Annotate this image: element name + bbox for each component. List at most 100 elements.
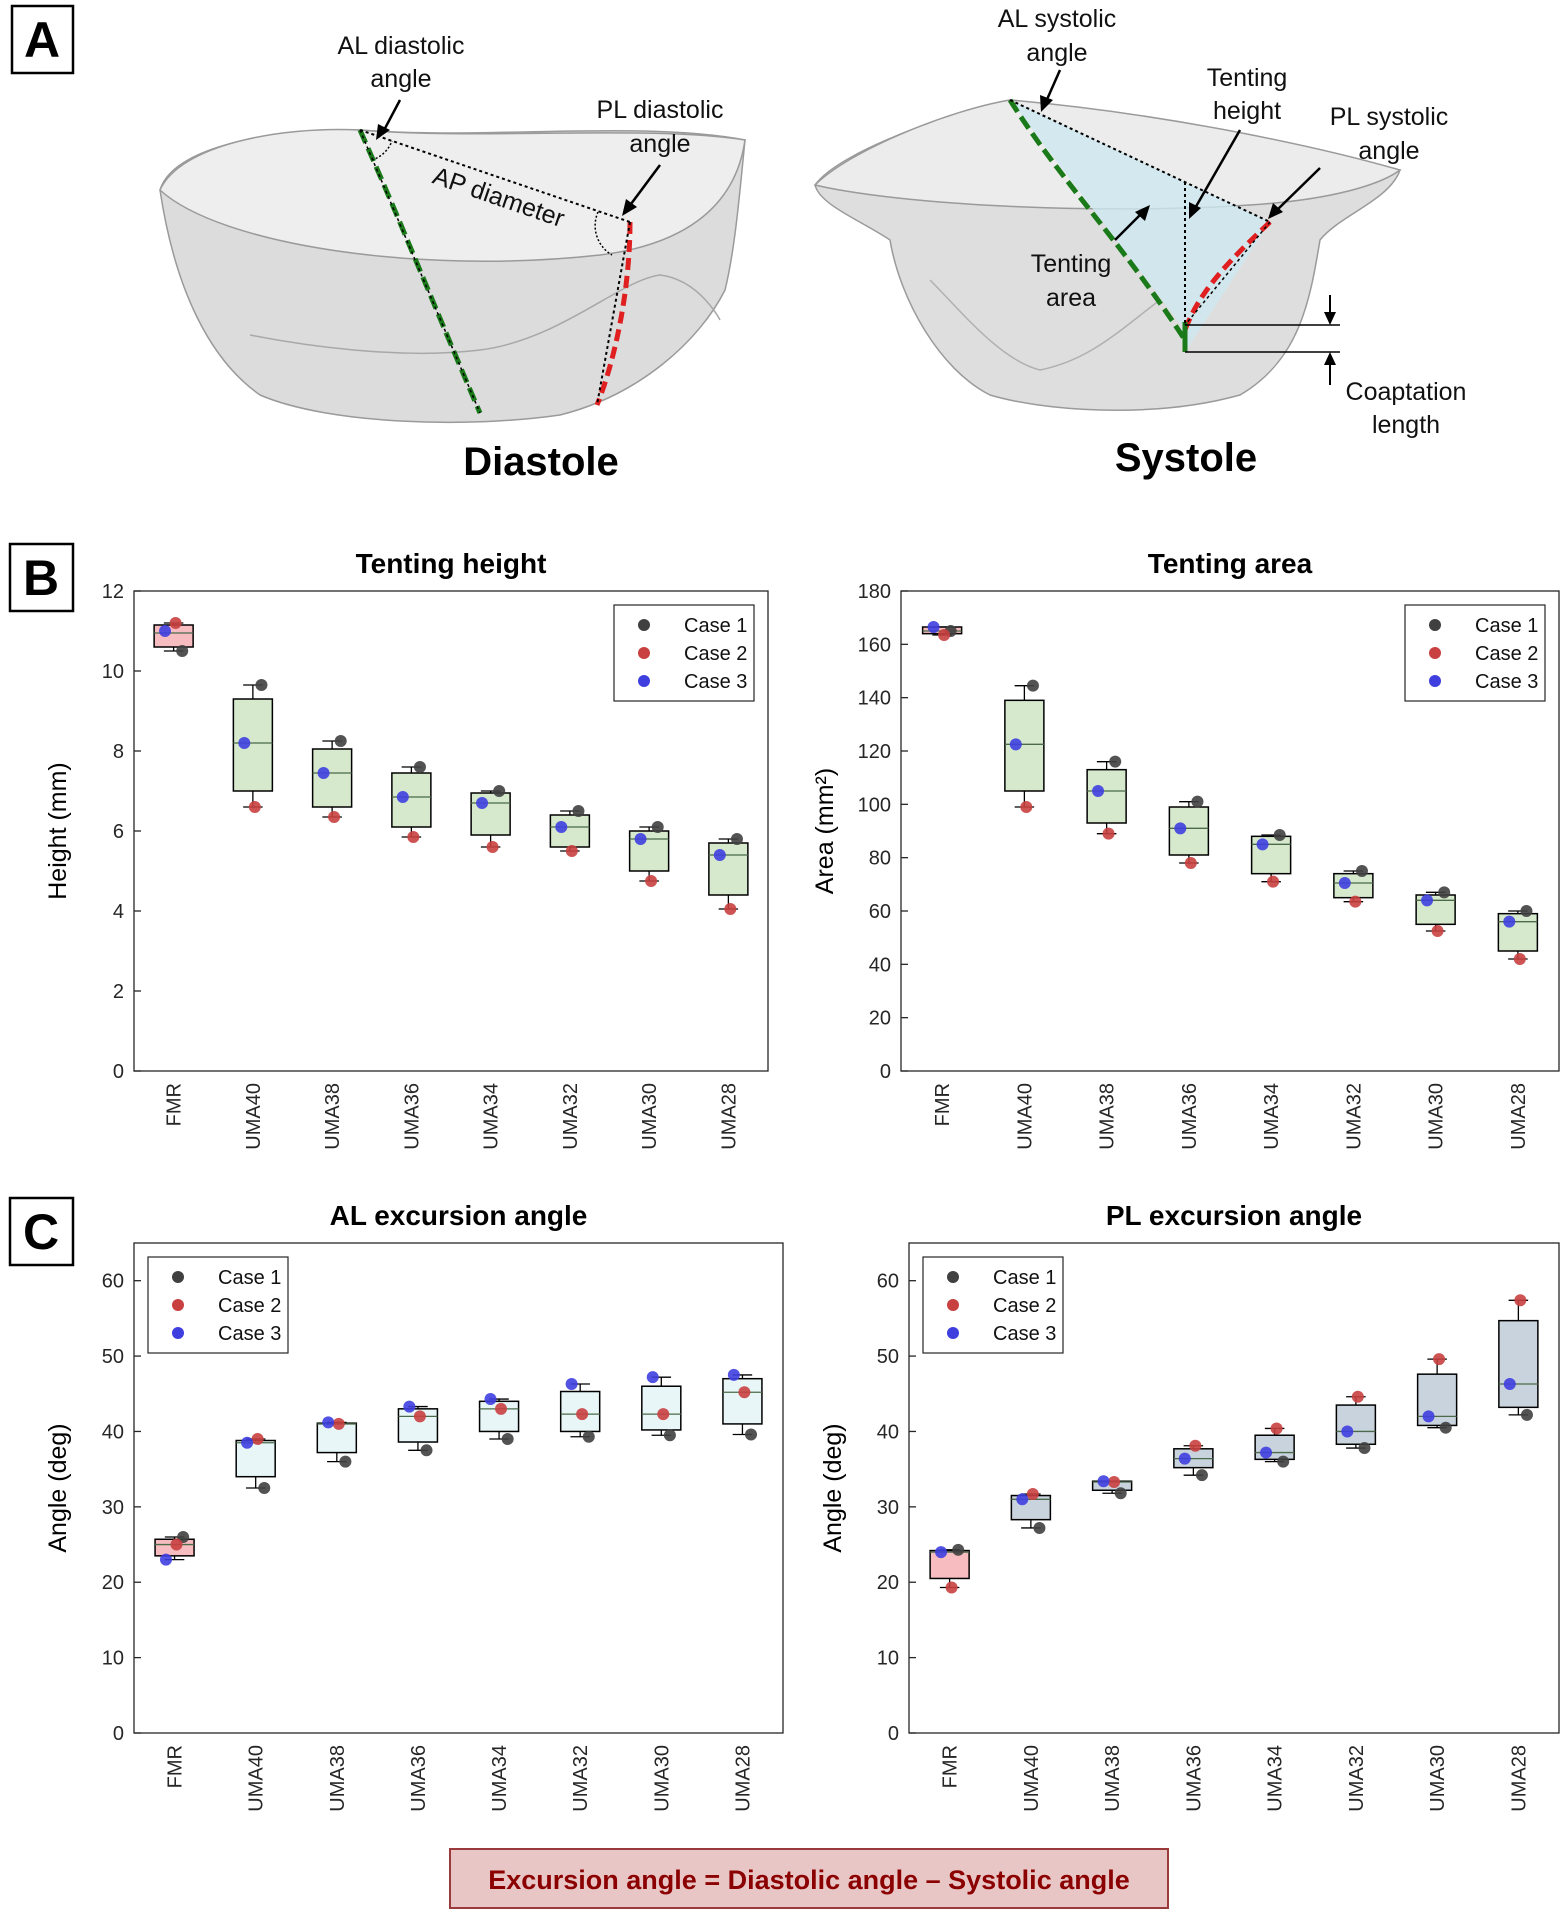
case-point — [730, 833, 743, 845]
case-point — [1108, 1475, 1121, 1488]
legend-label: Case 1 — [218, 1267, 281, 1289]
legend-marker — [947, 1271, 959, 1283]
legend-label: Case 3 — [1475, 671, 1538, 693]
panel-letter-box — [10, 4, 75, 75]
x-tick-label: UMA32 — [1346, 1745, 1368, 1812]
x-tick-label: UMA40 — [243, 1083, 265, 1150]
y-tick-label: 10 — [877, 1648, 899, 1670]
case-point — [486, 841, 499, 853]
box — [641, 1385, 682, 1431]
y-tick-label: 100 — [858, 794, 891, 816]
x-tick-label: FMR — [165, 1745, 187, 1788]
legend-label: Case 2 — [1475, 643, 1538, 665]
x-tick-label: UMA30 — [651, 1745, 673, 1812]
y-tick-label: 80 — [869, 848, 891, 870]
annotation: angle — [1358, 137, 1419, 165]
box — [1335, 1404, 1377, 1446]
arrowhead — [376, 124, 390, 140]
annotation: PL diastolic — [597, 96, 724, 124]
panel-letter: A — [24, 12, 60, 68]
case-point — [1195, 1469, 1208, 1482]
case-point — [493, 785, 506, 797]
case-point — [713, 849, 726, 861]
case-point — [738, 1386, 751, 1399]
case-point — [1114, 1487, 1127, 1500]
y-tick-label: 30 — [877, 1497, 899, 1519]
case-point — [565, 1377, 578, 1390]
chart: Tenting area Area (mm²) 0 20 40 60 80 100 120 140… — [811, 548, 1560, 1150]
panel-letter: C — [23, 1204, 59, 1260]
chart: PL excursion angle Angle (deg) 0 10 20 30 40 50… — [819, 1200, 1560, 1812]
y-tick-label: 0 — [880, 1061, 891, 1083]
case-point — [258, 1482, 271, 1494]
case-point — [1503, 1377, 1516, 1390]
y-axis-label: Angle (deg) — [44, 1423, 72, 1552]
case-point — [484, 1393, 497, 1406]
box — [549, 814, 591, 848]
x-tick-label: FMR — [932, 1083, 954, 1126]
case-point — [170, 1538, 183, 1551]
case-point — [241, 1436, 254, 1449]
angle-arc — [594, 211, 613, 256]
panel-letter-box — [8, 1196, 75, 1267]
surface-fold — [929, 279, 1161, 371]
y-axis-label: Height (mm) — [44, 762, 72, 900]
y-tick-label: 60 — [877, 1271, 899, 1293]
pl-chord-line — [596, 221, 631, 406]
case-point — [407, 831, 420, 843]
legend-label: Case 1 — [684, 615, 747, 637]
surface-fold — [249, 274, 721, 355]
case-point — [935, 1546, 948, 1559]
box — [311, 748, 353, 808]
case-point — [396, 791, 409, 803]
arrow — [626, 164, 662, 209]
case-point — [420, 1444, 433, 1457]
x-tick-label: UMA30 — [639, 1083, 661, 1150]
case-point — [1433, 1353, 1446, 1366]
case-point — [1351, 1390, 1364, 1403]
case-point — [1092, 785, 1105, 797]
arrowhead — [622, 199, 637, 216]
note: Excursion angle = Diastolic angle – Syst… — [488, 1865, 1129, 1895]
box — [1498, 1319, 1539, 1409]
case-point — [1178, 1452, 1191, 1465]
case-point — [657, 1408, 670, 1421]
y-tick-label: 40 — [102, 1421, 124, 1443]
box — [708, 842, 749, 896]
legend-marker — [638, 675, 650, 687]
y-tick-label: 12 — [102, 581, 124, 603]
case-point — [1349, 895, 1362, 908]
legend — [613, 604, 755, 702]
y-tick-label: 20 — [102, 1572, 124, 1594]
case-point — [1355, 865, 1368, 877]
legend-label: Case 3 — [218, 1323, 281, 1345]
legend-marker — [947, 1299, 959, 1311]
arrowhead — [1324, 312, 1336, 325]
y-tick-label: 30 — [102, 1497, 124, 1519]
case-point — [1513, 953, 1526, 965]
case-point — [169, 617, 182, 629]
annotation: PL systolic — [1330, 103, 1449, 131]
y-tick-label: 2 — [113, 981, 124, 1003]
case-point — [328, 811, 341, 823]
annotation: AL systolic — [998, 5, 1117, 33]
annotation: Tenting — [1031, 250, 1112, 278]
legend — [147, 1256, 289, 1354]
x-tick-label: UMA38 — [327, 1745, 349, 1812]
case-point — [159, 1553, 172, 1566]
x-tick-label: UMA28 — [732, 1745, 754, 1812]
illustration-title: Diastole — [463, 440, 619, 484]
panel-letter-box — [8, 542, 75, 613]
annotation: angle — [370, 65, 431, 93]
case-point — [663, 1429, 676, 1442]
box — [1250, 835, 1292, 875]
legend-marker — [947, 1327, 959, 1339]
illustration-title: Systole — [1115, 436, 1257, 480]
legend-label: Case 2 — [218, 1295, 281, 1317]
legend-marker — [172, 1271, 184, 1283]
case-point — [576, 1408, 589, 1421]
x-tick-label: FMR — [164, 1083, 186, 1126]
arrowhead — [1040, 95, 1053, 112]
case-point — [1260, 1446, 1273, 1459]
